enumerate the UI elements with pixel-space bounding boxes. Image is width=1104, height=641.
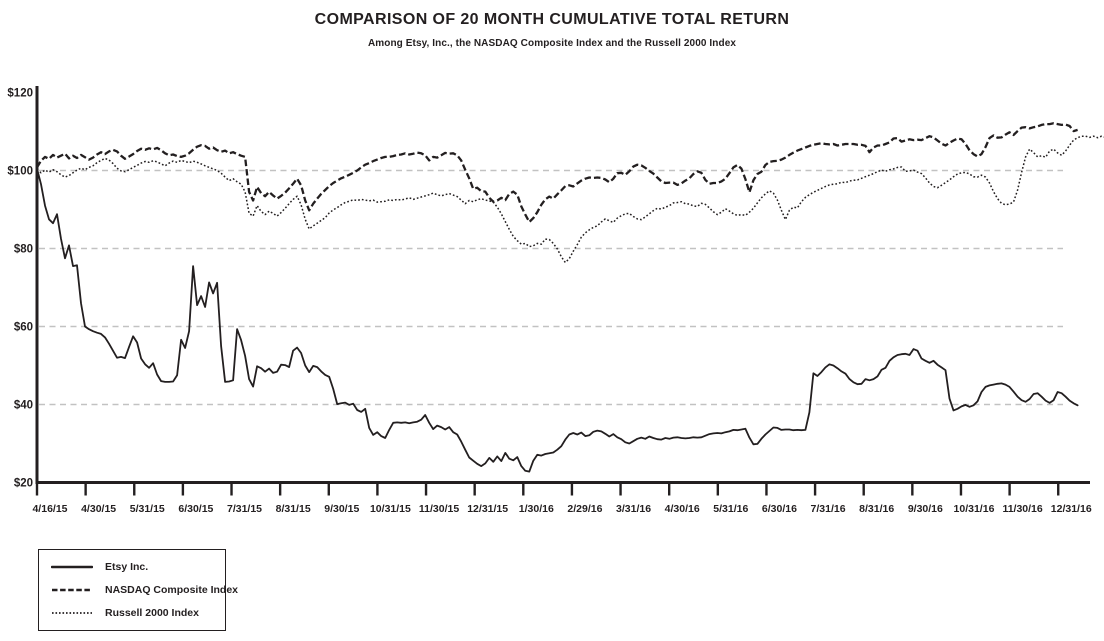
- x-axis-label: 5/31/16: [713, 503, 748, 515]
- legend-item-etsy: Etsy Inc.: [51, 561, 225, 573]
- series-russell-line: [36, 135, 1104, 264]
- y-axis-label: $60: [14, 322, 33, 334]
- x-axis-label: 5/31/15: [130, 503, 165, 515]
- x-axis-label: 11/30/16: [1002, 503, 1042, 515]
- x-axis-label: 6/30/15: [178, 503, 213, 515]
- series-etsy-line: [36, 167, 1079, 473]
- page-title: COMPARISON OF 20 MONTH CUMULATIVE TOTAL …: [314, 11, 790, 28]
- x-axis-label: 7/31/16: [811, 503, 846, 515]
- x-axis-label: 6/30/16: [762, 503, 797, 515]
- x-axis-label: 11/30/15: [419, 503, 459, 515]
- x-axis-label: 4/30/15: [81, 503, 116, 515]
- x-axis-label: 12/31/16: [1051, 503, 1092, 515]
- legend-line-sample-dashed: [52, 588, 92, 592]
- x-axis-label: 4/16/15: [32, 503, 67, 515]
- x-axis-label: 2/29/16: [567, 503, 602, 515]
- x-axis-label: 10/31/16: [954, 503, 995, 515]
- legend-line-sample-solid: [51, 565, 93, 569]
- y-axis-label: $40: [14, 400, 33, 412]
- x-axis-label: 9/30/16: [908, 503, 943, 515]
- y-axis-label: $20: [14, 478, 33, 490]
- x-axis-label: 10/31/15: [370, 503, 411, 515]
- y-axis-label: $100: [7, 166, 33, 178]
- page-subtitle: Among Etsy, Inc., the NASDAQ Composite I…: [367, 38, 737, 49]
- legend-item-nasdaq: NASDAQ Composite Index: [51, 584, 238, 596]
- y-axis-label: $80: [14, 244, 33, 256]
- legend-item-label: NASDAQ Composite Index: [105, 584, 239, 596]
- legend-line-sample-dotted: [52, 612, 92, 614]
- x-axis-label: 12/31/15: [467, 503, 508, 515]
- x-axis-label: 9/30/15: [324, 503, 359, 515]
- x-axis-label: 3/31/16: [616, 503, 651, 515]
- x-axis-label: 4/30/16: [665, 503, 700, 515]
- legend-item-label: Etsy Inc.: [105, 561, 149, 573]
- legend-box: Etsy Inc. NASDAQ Composite Index Russell…: [38, 549, 238, 631]
- y-axis-label: $120: [7, 88, 33, 100]
- legend-item-russell: Russell 2000 Index: [51, 607, 225, 619]
- x-axis-label: 8/31/15: [276, 503, 311, 515]
- x-axis-label: 8/31/16: [859, 503, 894, 515]
- series-nasdaq-line: [36, 122, 1078, 224]
- x-axis-label: 7/31/15: [227, 503, 262, 515]
- x-axis-label: 1/30/16: [519, 503, 554, 515]
- legend-item-label: Russell 2000 Index: [105, 607, 199, 619]
